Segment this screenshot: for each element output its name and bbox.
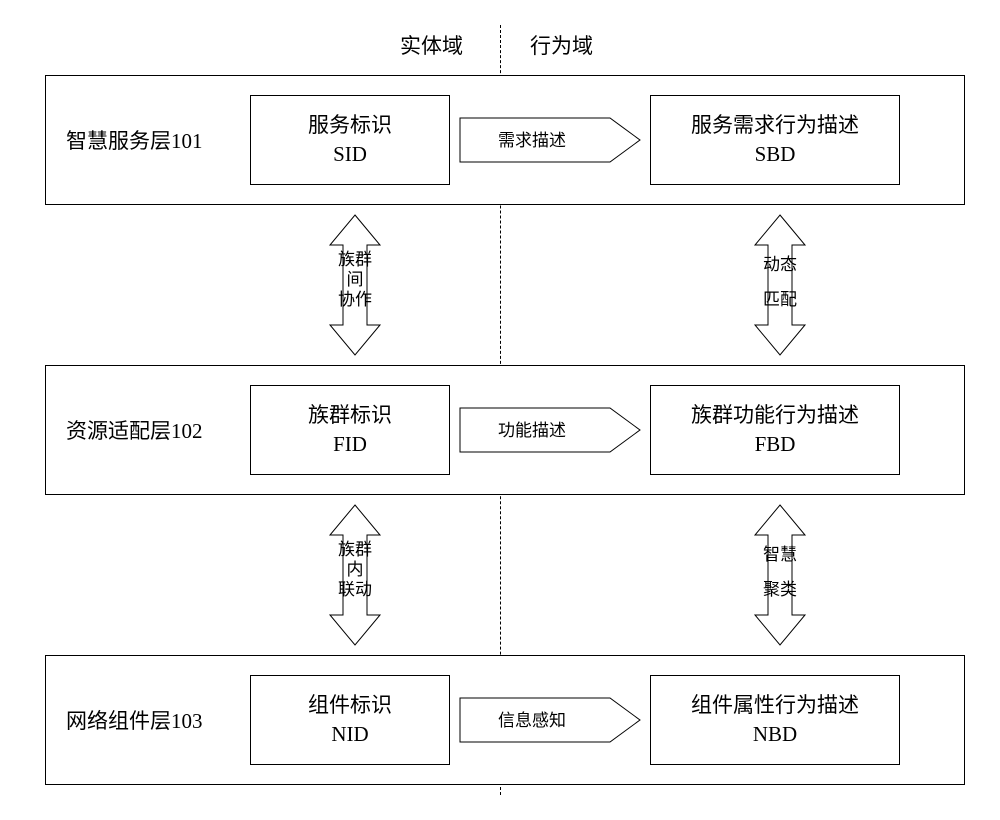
v-arrow-right-2: 智慧 聚类 — [745, 505, 815, 645]
layer-3-label: 网络组件层103 — [66, 705, 203, 735]
svg-text:内: 内 — [347, 560, 364, 579]
svg-text:协作: 协作 — [338, 290, 372, 309]
layer-1-bd-box: 服务需求行为描述 SBD — [650, 95, 900, 185]
svg-text:族群: 族群 — [338, 250, 372, 269]
layer-2-label: 资源适配层102 — [66, 415, 203, 445]
layer-2-id-box: 族群标识 FID — [250, 385, 450, 475]
layer-2-bd-box: 族群功能行为描述 FBD — [650, 385, 900, 475]
svg-text:匹配: 匹配 — [763, 290, 797, 309]
v-arrow-right-1: 动态 匹配 — [745, 215, 815, 355]
svg-text:间: 间 — [347, 270, 364, 289]
domain-label-behavior: 行为域 — [530, 30, 593, 60]
svg-text:聚类: 聚类 — [763, 580, 797, 599]
svg-text:需求描述: 需求描述 — [498, 131, 566, 150]
svg-text:动态: 动态 — [763, 255, 797, 274]
svg-text:联动: 联动 — [338, 580, 372, 599]
h-arrow-2: 功能描述 — [460, 408, 640, 452]
layer-3-id-box: 组件标识 NID — [250, 675, 450, 765]
v-arrow-left-1: 族群 间 协作 — [320, 215, 390, 355]
h-arrow-1: 需求描述 — [460, 118, 640, 162]
layer-1-label: 智慧服务层101 — [66, 125, 203, 155]
svg-text:智慧: 智慧 — [763, 545, 797, 564]
svg-text:功能描述: 功能描述 — [498, 421, 566, 440]
svg-text:族群: 族群 — [338, 540, 372, 559]
domain-label-entity: 实体域 — [400, 30, 463, 60]
v-arrow-left-2: 族群 内 联动 — [320, 505, 390, 645]
layer-1-id-box: 服务标识 SID — [250, 95, 450, 185]
diagram-canvas: 实体域 行为域 智慧服务层101 服务标识 SID 服务需求行为描述 SBD 资… — [0, 0, 1000, 820]
h-arrow-3: 信息感知 — [460, 698, 640, 742]
layer-3-bd-box: 组件属性行为描述 NBD — [650, 675, 900, 765]
svg-text:信息感知: 信息感知 — [498, 711, 566, 730]
